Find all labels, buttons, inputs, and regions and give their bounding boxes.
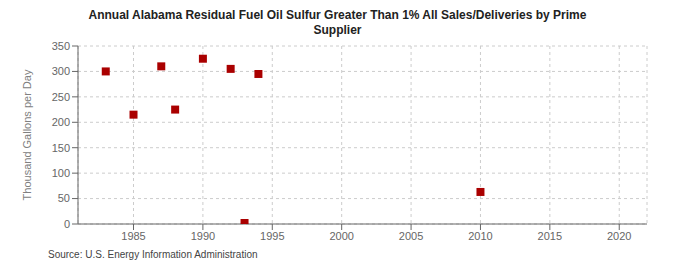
svg-text:2000: 2000 — [329, 230, 353, 242]
svg-text:2020: 2020 — [607, 230, 631, 242]
svg-text:200: 200 — [52, 116, 70, 128]
svg-text:Thousand Gallons per Day: Thousand Gallons per Day — [21, 69, 33, 200]
svg-text:0: 0 — [64, 218, 70, 230]
svg-text:300: 300 — [52, 65, 70, 77]
html-text:Supplier: Supplier — [313, 23, 362, 37]
svg-text:2005: 2005 — [399, 230, 423, 242]
svg-text:2010: 2010 — [468, 230, 492, 242]
svg-text:1985: 1985 — [121, 230, 145, 242]
svg-text:2015: 2015 — [538, 230, 562, 242]
html-text:Annual Alabama Residual Fuel O: Annual Alabama Residual Fuel Oil Sulfur … — [88, 8, 587, 22]
html-text:Source: U.S. Energy Informatio: Source: U.S. Energy Information Administ… — [48, 249, 258, 260]
svg-text:1990: 1990 — [191, 230, 215, 242]
svg-text:350: 350 — [52, 40, 70, 52]
svg-text:1995: 1995 — [260, 230, 284, 242]
svg-text:150: 150 — [52, 142, 70, 154]
svg-text:250: 250 — [52, 91, 70, 103]
svg-text:100: 100 — [52, 167, 70, 179]
svg-text:50: 50 — [58, 192, 70, 204]
